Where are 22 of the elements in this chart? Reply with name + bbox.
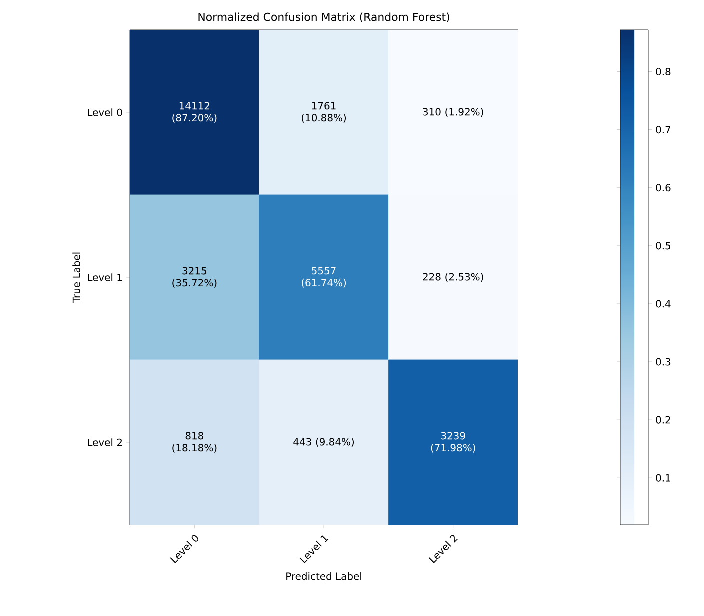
data-label: 3215 (35.72%) (172, 267, 217, 288)
color-bar-label: 0.8 (656, 68, 671, 76)
color-bar-label: 0.4 (656, 300, 671, 308)
y-axis-title: True Label (72, 252, 80, 304)
color-bar-label: 0.5 (656, 242, 670, 250)
data-label: 3239 (71.98%) (431, 432, 476, 453)
y-tick-label: Level 2 (88, 438, 122, 446)
chart-title: Normalized Confusion Matrix (Random Forest) (198, 12, 450, 22)
color-bar-label: 0.1 (656, 474, 670, 482)
data-label: 5557 (61.74%) (302, 267, 346, 288)
color-bar-label: 0.6 (656, 184, 671, 192)
data-label: 310 (1.92%) (423, 108, 484, 117)
color-bar-label: 0.2 (656, 416, 670, 424)
x-axis-title: Predicted Label (286, 572, 362, 580)
y-tick-label: Level 1 (88, 274, 122, 282)
data-label: 1761 (10.88%) (302, 102, 346, 123)
color-bar-label: 0.3 (656, 358, 671, 366)
data-label: 14112 (87.20%) (172, 102, 217, 123)
data-label: 818 (18.18%) (172, 432, 217, 453)
color-bar-label: 0.7 (656, 126, 671, 134)
y-tick-label: Level 0 (88, 108, 122, 116)
data-label: 228 (2.53%) (423, 273, 484, 282)
